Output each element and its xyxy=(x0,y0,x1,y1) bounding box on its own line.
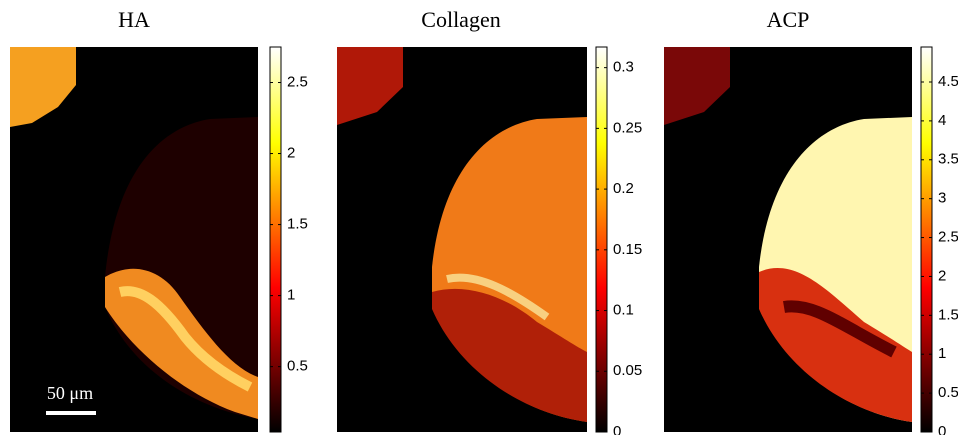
colorbar-tick-label: 2 xyxy=(938,267,946,284)
colorbar-tick-label: 0.25 xyxy=(613,119,642,136)
colorbar-tick-label: 2.5 xyxy=(287,73,308,90)
colorbar-tick-label: 0.15 xyxy=(613,241,642,258)
colorbar xyxy=(269,46,282,433)
panel-title: ACP xyxy=(767,7,810,32)
colorbar xyxy=(595,46,608,433)
colorbar-tick-label: 0.3 xyxy=(613,59,634,76)
colorbar-tick-label: 0 xyxy=(613,423,621,435)
panel-title: HA xyxy=(118,7,150,32)
colorbar-tick-label: 0.05 xyxy=(613,362,642,379)
colorbar-tick-label: 1.5 xyxy=(938,306,958,323)
colorbar-tick-label: 3.5 xyxy=(938,151,958,168)
colorbar-tick-label: 2.5 xyxy=(938,229,958,246)
acp-image xyxy=(664,47,912,432)
colorbar-tick-label: 1.5 xyxy=(287,216,308,233)
colorbar-tick-label: 0 xyxy=(938,423,946,435)
colorbar-tick-label: 0.5 xyxy=(938,384,958,401)
colorbar-tick-label: 1 xyxy=(938,345,946,362)
colorbar-tick-label: 0.2 xyxy=(613,180,634,197)
colorbar-tick-label: 1 xyxy=(287,287,295,304)
colorbar-tick-label: 0.1 xyxy=(613,302,634,319)
ha-image xyxy=(10,47,258,432)
colorbar-tick-label: 0.5 xyxy=(287,358,308,375)
collagen-image xyxy=(337,47,587,432)
colorbar-tick-label: 3 xyxy=(938,190,946,207)
scale-bar-label: 50 μm xyxy=(47,383,93,403)
panel-title: Collagen xyxy=(421,7,500,32)
colorbar-tick-label: 4 xyxy=(938,112,946,129)
colorbar-tick-label: 2 xyxy=(287,145,295,162)
colorbar xyxy=(920,46,933,433)
colorbar-tick-label: 4.5 xyxy=(938,73,958,90)
